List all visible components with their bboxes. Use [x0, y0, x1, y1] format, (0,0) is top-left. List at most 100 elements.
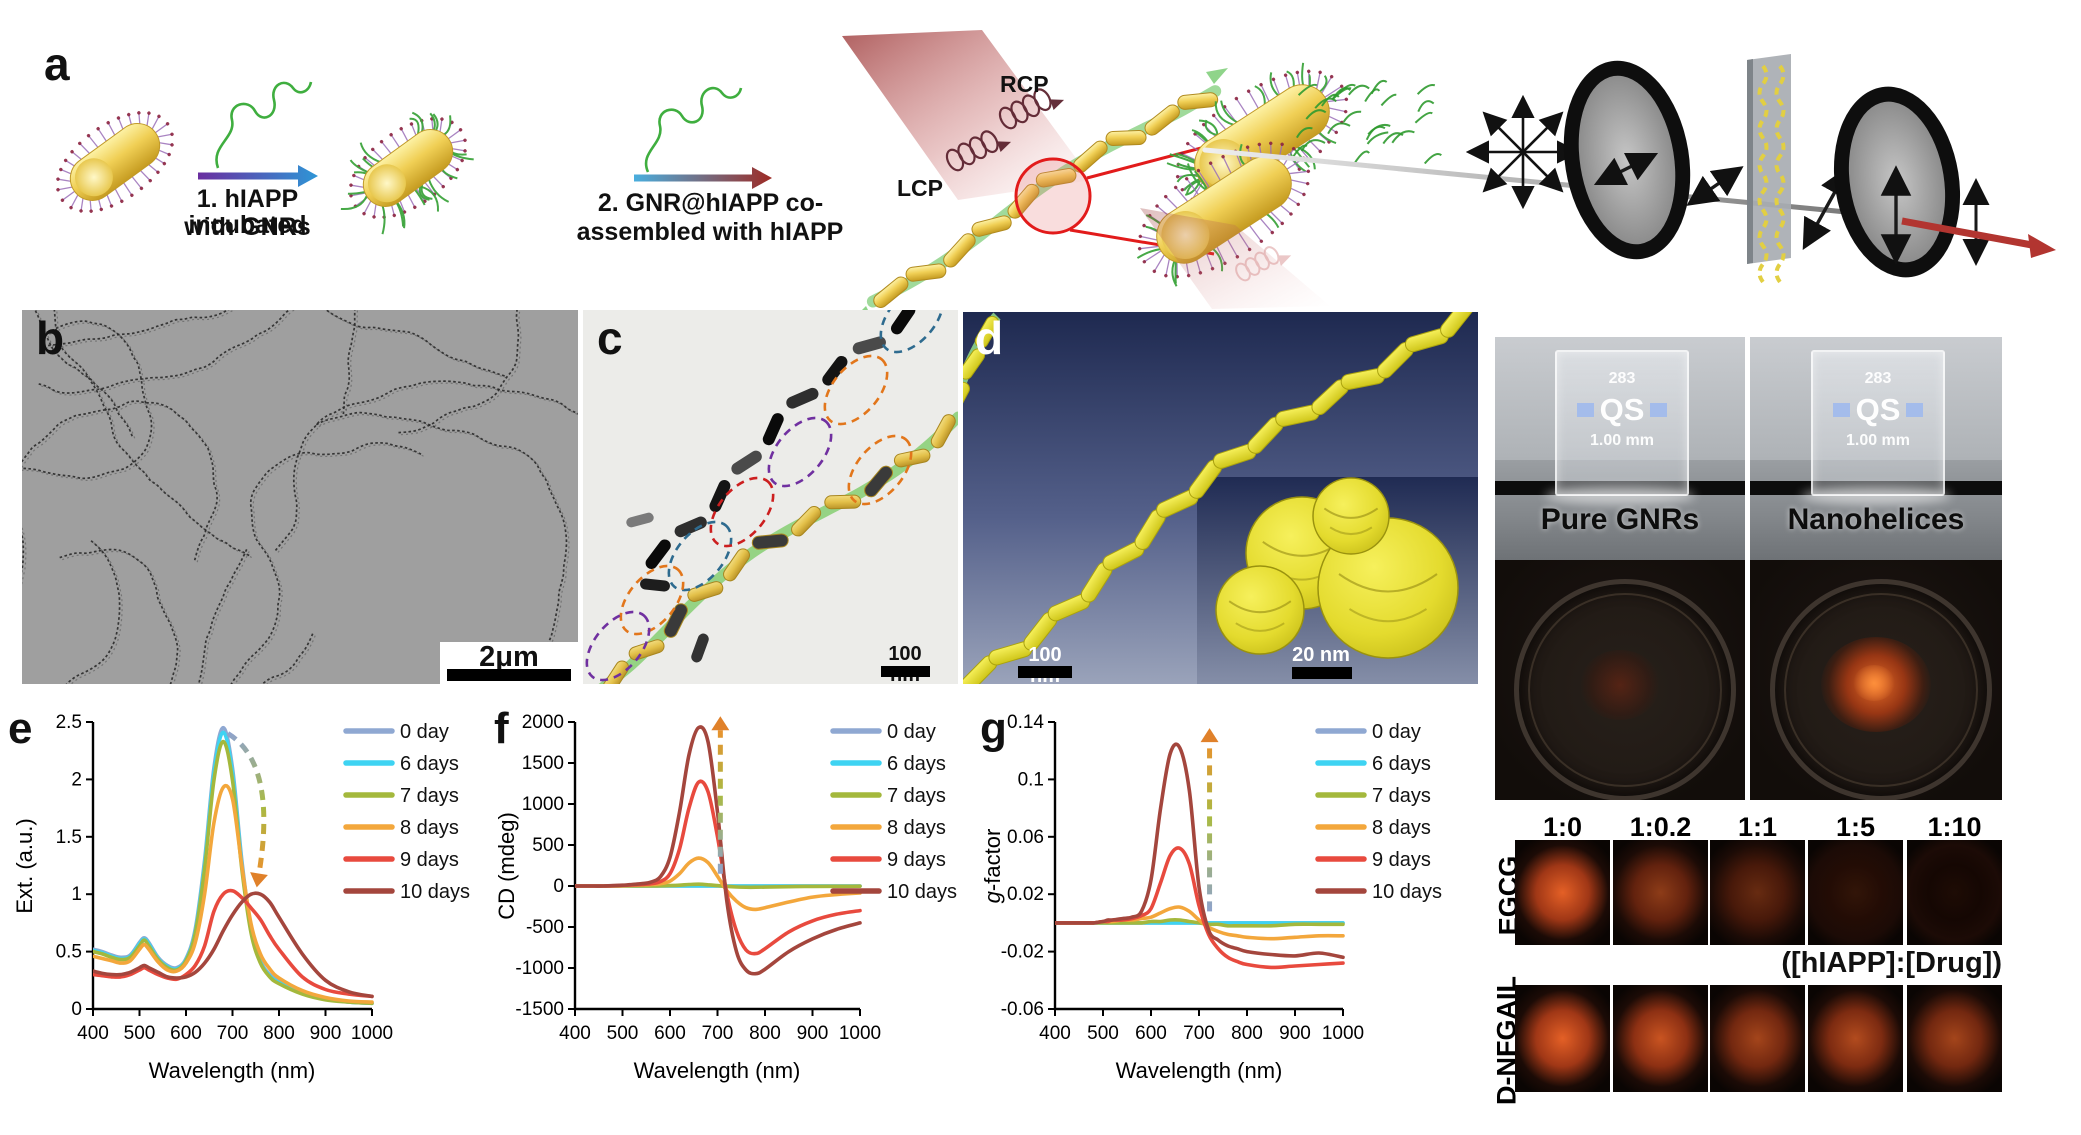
dish	[1514, 579, 1736, 800]
panel-c-rods	[585, 310, 958, 684]
svg-text:0.1: 0.1	[1018, 769, 1044, 790]
series-7-days	[575, 882, 862, 890]
series-7-days	[93, 739, 374, 1006]
drug-well	[1907, 840, 2002, 945]
panel-d-scale-bar	[1018, 666, 1072, 678]
legend-label: 8 days	[887, 817, 946, 839]
svg-text:700: 700	[1183, 1023, 1215, 1044]
drug-well	[1808, 985, 1903, 1092]
svg-text:500: 500	[532, 835, 564, 856]
step1-caption-line1: 1. hIAPP incubated	[188, 185, 307, 240]
step2-caption-line1: 2. GNR@hIAPP co-	[597, 189, 824, 217]
ratio-header: 1:0.2	[1629, 812, 1692, 842]
panel-c-label: c	[597, 312, 623, 364]
pure-gnrs-label: Pure GNRs	[1540, 503, 1700, 536]
legend-label: 8 days	[400, 817, 459, 839]
series-10-days	[575, 725, 862, 976]
cuvette-text-283: 283	[1608, 370, 1636, 387]
series-6-days	[93, 730, 374, 1006]
dish-inner-ring	[1784, 593, 1978, 787]
legend-label: 0 day	[400, 721, 449, 743]
dish-area	[1750, 560, 2002, 800]
svg-text:1.5: 1.5	[56, 827, 82, 848]
legend-label: 6 days	[400, 753, 459, 775]
legend-label: 10 days	[887, 881, 957, 903]
svg-text:-1000: -1000	[515, 958, 564, 979]
svg-text:0: 0	[553, 876, 564, 897]
dish-inner-ring	[1528, 593, 1722, 787]
series-10-days	[93, 891, 374, 999]
panel-b-scale-bar	[447, 669, 571, 681]
ratio-header: 1:10	[1927, 812, 1982, 842]
svg-text:1: 1	[71, 884, 82, 905]
panel-b-scalebox: 2μm	[440, 642, 578, 684]
svg-text:800: 800	[749, 1023, 781, 1044]
cuvette-text-qs: QS	[1855, 392, 1901, 427]
drug-well	[1907, 985, 2002, 1092]
panel-d-reconstruction: d 100 nm 20 nm	[963, 312, 1478, 687]
panel-d-inset-scale-label: 20 nm	[1292, 644, 1350, 666]
faint-red-spot	[1580, 650, 1660, 720]
ratio-header: 1:5	[1835, 812, 1876, 842]
svg-text:400: 400	[1039, 1023, 1071, 1044]
svg-text:400: 400	[559, 1023, 591, 1044]
panel-d-label: d	[975, 312, 1004, 364]
legend-label: 9 days	[400, 849, 459, 871]
drug-well	[1613, 985, 1708, 1092]
cuvette-blue-square-icon	[1906, 403, 1924, 417]
panel-f-label: f	[494, 704, 509, 753]
svg-text:Wavelength (nm): Wavelength (nm)	[149, 1058, 316, 1083]
svg-text:600: 600	[1135, 1023, 1167, 1044]
panel-b-fibrils	[22, 310, 578, 684]
svg-text:900: 900	[797, 1023, 829, 1044]
panel-e-label: e	[8, 704, 33, 753]
svg-text:-1500: -1500	[515, 999, 564, 1020]
svg-text:600: 600	[170, 1023, 202, 1044]
legend-label: 6 days	[887, 753, 946, 775]
legend-label: 9 days	[887, 849, 946, 871]
panel-d-rods	[963, 312, 1478, 684]
dish-area	[1495, 560, 1745, 800]
step1-caption-line2: with GNRs	[184, 213, 311, 241]
svg-text:-0.06: -0.06	[1001, 999, 1044, 1020]
svg-text:500: 500	[1087, 1023, 1119, 1044]
legend-label: 10 days	[400, 881, 470, 903]
cuvette-qs-row: QS	[1557, 392, 1687, 428]
svg-text:0.06: 0.06	[1007, 827, 1044, 848]
cuvette-text-100mm: 1.00 mm	[1845, 432, 1911, 449]
svg-text:1500: 1500	[522, 753, 564, 774]
drug-well	[1515, 840, 1610, 945]
svg-text:900: 900	[310, 1023, 342, 1044]
svg-text:600: 600	[654, 1023, 686, 1044]
svg-text:700: 700	[702, 1023, 734, 1044]
cuvette-text-100mm: 1.00 mm	[1589, 432, 1655, 449]
legend-label: 7 days	[887, 785, 946, 807]
cuvette-blue-square-icon	[1576, 403, 1594, 417]
panel-b-label: b	[36, 312, 65, 364]
svg-text:g-factor: g-factor	[980, 829, 1005, 904]
panel-d-inset-scale-bar	[1292, 667, 1352, 679]
svg-text:-0.02: -0.02	[1001, 942, 1044, 963]
svg-text:0.5: 0.5	[56, 942, 82, 963]
panel-b-scale-label: 2μm	[479, 641, 539, 673]
legend-label: 7 days	[400, 785, 459, 807]
svg-text:0.14: 0.14	[1007, 712, 1044, 733]
legend-label: 6 days	[1372, 753, 1431, 775]
series-7-days	[1055, 918, 1345, 928]
cuvette-text-283: 283	[1864, 370, 1892, 387]
drug-well	[1808, 840, 1903, 945]
series-9-days	[93, 888, 374, 999]
legend-label: 7 days	[1372, 785, 1431, 807]
svg-text:0: 0	[71, 999, 82, 1020]
ratio-header: 1:1	[1737, 812, 1778, 842]
svg-text:1000: 1000	[522, 794, 564, 815]
legend-label: 9 days	[1372, 849, 1431, 871]
svg-text:2: 2	[71, 769, 82, 790]
cuvette-text-qs: QS	[1599, 392, 1645, 427]
drug-well	[1710, 985, 1805, 1092]
series-8-days	[93, 783, 374, 1004]
hiapp-drug-caption: ([hIAPP]:[Drug])	[1781, 947, 2002, 979]
svg-text:2.5: 2.5	[56, 712, 82, 733]
svg-text:Wavelength (nm): Wavelength (nm)	[634, 1058, 801, 1083]
cuvette: 283 QS 1.00 mm	[1811, 350, 1945, 496]
